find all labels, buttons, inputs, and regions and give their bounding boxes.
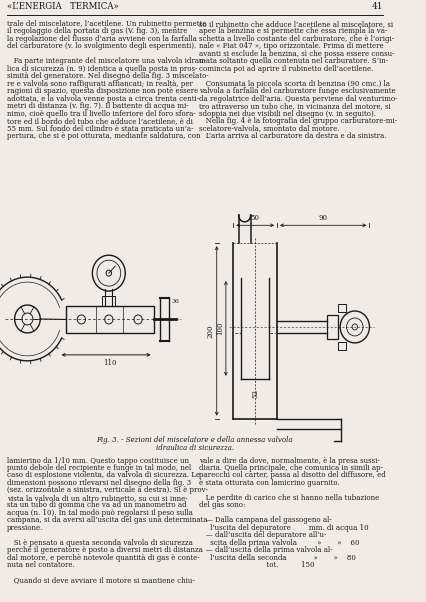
Text: apee la benzina e si permette che essa riempla la va-: apee la benzina e si permette che essa r… [199, 28, 387, 36]
Text: è stata otturata con lamicrino guarnito.: è stata otturata con lamicrino guarnito. [199, 479, 339, 487]
Text: parecchi col carter, passa al disotto del diffusore, ed: parecchi col carter, passa al disotto de… [199, 471, 385, 479]
Text: nimo, cioè quello tra il livello inferiore del foro sfora-: nimo, cioè quello tra il livello inferio… [7, 110, 196, 118]
Text: so il rubinetto che adduce l’acetilene al miscelatore, si: so il rubinetto che adduce l’acetilene a… [199, 20, 392, 28]
Text: diaria. Quella principale, che comunica in simili ap-: diaria. Quella principale, che comunica … [199, 464, 383, 472]
Text: nale « Fiat 047 », tipo orizzontale. Prima di mettere: nale « Fiat 047 », tipo orizzontale. Pri… [199, 42, 383, 51]
Text: sdoppia nei due visibili nel disegno (v. in seguito).: sdoppia nei due visibili nel disegno (v.… [199, 110, 375, 118]
Text: scita della prima valvola         »       »    60: scita della prima valvola » » 60 [199, 539, 359, 547]
Text: «L’ENERGIA   TERMICA»: «L’ENERGIA TERMICA» [7, 2, 119, 11]
Text: lamierino da 1/10 mm. Questo tappo costituisce un: lamierino da 1/10 mm. Questo tappo costi… [7, 456, 189, 465]
Text: idraulica di sicurezza.: idraulica di sicurezza. [155, 444, 233, 452]
Text: — dall’uscita del depuratore all’u-: — dall’uscita del depuratore all’u- [199, 531, 326, 539]
Text: pressione.: pressione. [7, 524, 43, 532]
Bar [337, 304, 345, 312]
Text: — dall’uscita della prima valvola al-: — dall’uscita della prima valvola al- [199, 546, 332, 554]
Text: dal motore, e perchè notevole quantità di gas è conte-: dal motore, e perchè notevole quantità d… [7, 554, 199, 562]
Bar [102, 296, 115, 306]
Text: 36: 36 [172, 299, 179, 304]
Text: schetta a livello costante del carburatore, che è l’origi-: schetta a livello costante del carburato… [199, 35, 394, 43]
Text: Quando si deve avviare il motore si mantiene chiu-: Quando si deve avviare il motore si mant… [7, 576, 195, 584]
Text: nuta nel contatore.: nuta nel contatore. [7, 561, 75, 569]
Text: perchè il generatore è posto a diversi metri di distanza: perchè il generatore è posto a diversi m… [7, 546, 203, 554]
Text: L’aria arriva al carburatore da destra e da sinistra.: L’aria arriva al carburatore da destra e… [199, 132, 386, 140]
Bar [66, 306, 153, 333]
Text: acqua (n. 10). In tal modo può regolarsi il peso sulla: acqua (n. 10). In tal modo può regolarsi… [7, 509, 193, 517]
Text: 200: 200 [207, 324, 214, 338]
Text: la regolazione del flusso d’aria avviene con la farfalla: la regolazione del flusso d’aria avviene… [7, 35, 197, 43]
Text: tro attraverso un tubo che, in vicinanza del motore, si: tro attraverso un tubo che, in vicinanza… [199, 102, 390, 110]
Text: punto debole del recipiente e funge in tal modo, nel: punto debole del recipiente e funge in t… [7, 464, 191, 472]
Text: l’uscita della seconda            »       »    80: l’uscita della seconda » » 80 [199, 554, 355, 562]
Text: da regolatrice dell’aria. Questa perviene dal venturimo-: da regolatrice dell’aria. Questa pervien… [199, 95, 397, 103]
Text: mata soltanto quella contenuta nel carburatore. S’in-: mata soltanto quella contenuta nel carbu… [199, 57, 388, 66]
Text: re e valvola sono raffigurati affiancati; in realtà, per: re e valvola sono raffigurati affiancati… [7, 80, 193, 88]
Text: tot.          150: tot. 150 [199, 561, 314, 569]
Text: 110: 110 [103, 359, 116, 367]
Text: avanti si esclude la benzina, sì che possa essere consu-: avanti si esclude la benzina, sì che pos… [199, 50, 394, 58]
Text: dimensioni possono rilevarsi nel disegno della fig. 3: dimensioni possono rilevarsi nel disegno… [7, 479, 191, 487]
Text: 41: 41 [371, 2, 382, 11]
Text: Nella fig. 4 è la fotografia del gruppo carburatore-mi-: Nella fig. 4 è la fotografia del gruppo … [199, 117, 397, 125]
Text: vale a dire da dove, normalmente, è la presa sussi-: vale a dire da dove, normalmente, è la p… [199, 456, 379, 465]
Text: 52: 52 [250, 389, 259, 398]
Text: caso di esplosione violenta, da valvola di sicurezza. Le: caso di esplosione violenta, da valvola … [7, 471, 200, 479]
Text: simità del generatore. Nel disegno della fig. 3 miscelato-: simità del generatore. Nel disegno della… [7, 72, 208, 81]
Text: il regolaggio della portata di gas (V. fig. 3), mentre: il regolaggio della portata di gas (V. f… [7, 28, 187, 36]
Bar [327, 315, 337, 339]
Text: adottata, e la valvola venne posta a circa trenta centi-: adottata, e la valvola venne posta a cir… [7, 95, 199, 103]
Text: del carburatore (v. lo svolgimento degli esperimenti).: del carburatore (v. lo svolgimento degli… [7, 42, 196, 51]
Text: comincia poi ad aprire il rubinetto dell’acetilene.: comincia poi ad aprire il rubinetto dell… [199, 65, 373, 73]
Text: scelatore-valvola, smontato dal motore.: scelatore-valvola, smontato dal motore. [199, 125, 339, 132]
Text: Si è pensato a questa seconda valvola di sicurezza: Si è pensato a questa seconda valvola di… [7, 539, 193, 547]
Text: ragioni di spazio, questa disposizione non potè essere: ragioni di spazio, questa disposizione n… [7, 87, 198, 95]
Text: trale del miscelatore, l’acetilene. Un rubinetto permette: trale del miscelatore, l’acetilene. Un r… [7, 20, 206, 28]
Text: 55 mm. Sul fondo del cilindro è stata praticata un’a-: 55 mm. Sul fondo del cilindro è stata pr… [7, 125, 193, 132]
Text: vista la valvola di un altro rubinetto, su cui si inne-: vista la valvola di un altro rubinetto, … [7, 494, 187, 502]
Text: Fa parte integrante del miscelatore una valvola idrau-: Fa parte integrante del miscelatore una … [7, 57, 206, 66]
Text: — Dalla campana del gassogeno al-: — Dalla campana del gassogeno al- [199, 517, 331, 524]
Text: 50: 50 [250, 214, 259, 222]
Text: del gas sono:: del gas sono: [199, 501, 245, 509]
Text: campana, si da aversi all’uscita del gas una determinata: campana, si da aversi all’uscita del gas… [7, 517, 207, 524]
Text: lica di sicurezza (n. 9) identica a quella posta in pros-: lica di sicurezza (n. 9) identica a quel… [7, 65, 197, 73]
Bar [337, 342, 345, 350]
Text: valvola a farfalla del carburatore funge esclusivamente: valvola a farfalla del carburatore funge… [199, 87, 395, 95]
Text: pertura, che si è poi otturata, mediante saldatura, con: pertura, che si è poi otturata, mediante… [7, 132, 200, 140]
Text: 100: 100 [216, 321, 224, 335]
Text: Le perdite di carico che si hanno nella tubazione: Le perdite di carico che si hanno nella … [199, 494, 379, 502]
Text: 90: 90 [318, 214, 327, 222]
Text: Fig. 3. - Sezioni del miscelatore e della annessa valvola: Fig. 3. - Sezioni del miscelatore e dell… [96, 436, 292, 444]
Text: (sez. orizzontale a sinistra, verticale a destra). Si è prov-: (sez. orizzontale a sinistra, verticale … [7, 486, 208, 494]
Text: Consumata la piccola scorta di benzina (90 cmc.) la: Consumata la piccola scorta di benzina (… [199, 80, 389, 88]
Text: l’uscita del depuratore        mm. di acqua 10: l’uscita del depuratore mm. di acqua 10 [199, 524, 368, 532]
Text: metri di distanza (v. fig. 7). Il battente di acqua mi-: metri di distanza (v. fig. 7). Il batten… [7, 102, 188, 110]
Text: sta un tubo di gomma che va ad un manometro ad: sta un tubo di gomma che va ad un manome… [7, 501, 187, 509]
Text: tore ed il bordo del tubo che adduce l’acetilene, è di: tore ed il bordo del tubo che adduce l’a… [7, 117, 193, 125]
